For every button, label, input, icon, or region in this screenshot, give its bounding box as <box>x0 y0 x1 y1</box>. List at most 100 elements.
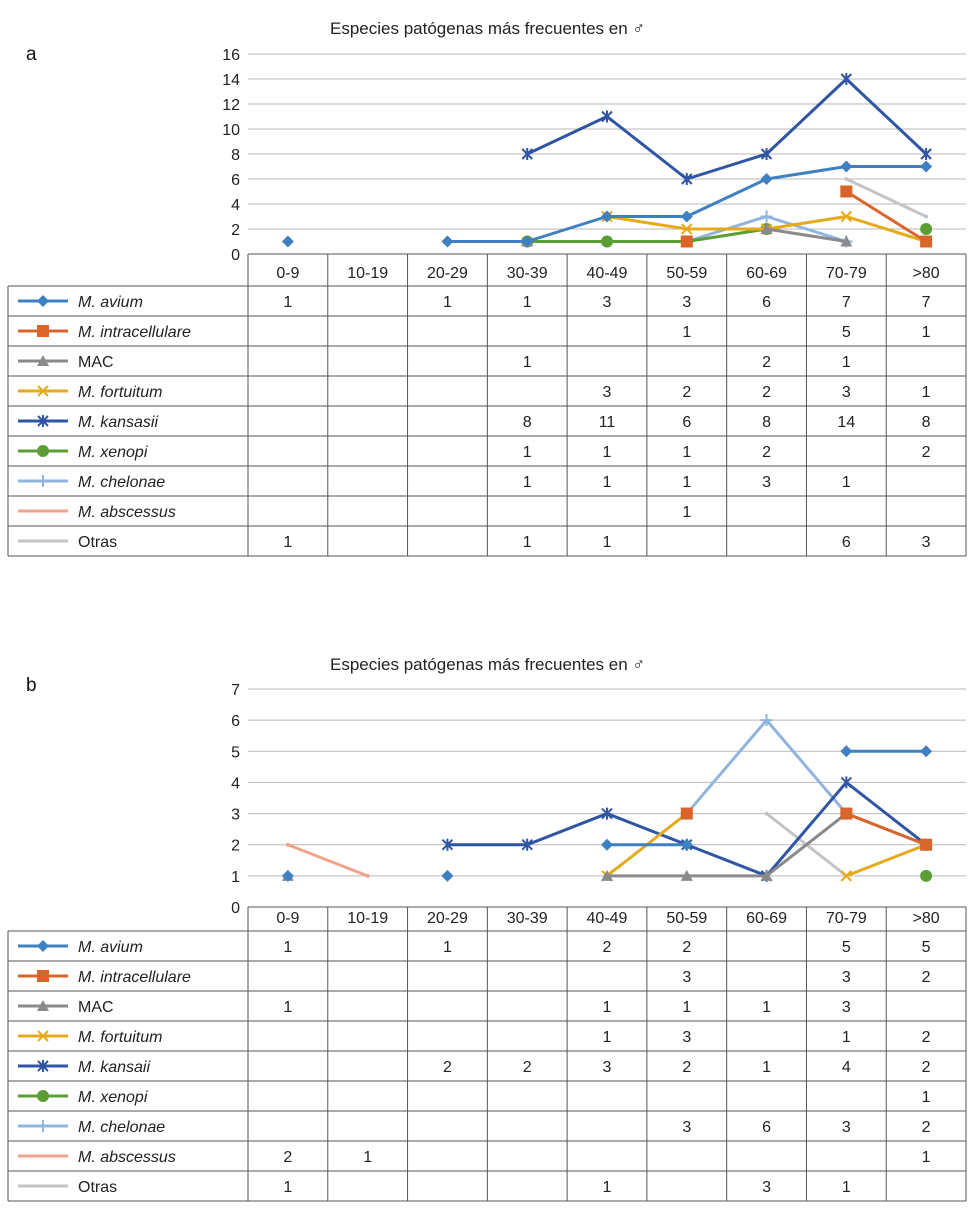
gridlines <box>248 53 966 255</box>
x-category-label: 0-9 <box>276 265 299 282</box>
data-point <box>521 235 534 248</box>
y-tick-label: 10 <box>222 122 240 139</box>
series-m-intracellulare <box>680 185 933 248</box>
series-line-segment <box>765 718 848 816</box>
table-value: 11 <box>599 414 616 431</box>
series-lines <box>281 714 933 882</box>
data-point <box>844 177 849 181</box>
table-value: 1 <box>523 534 532 551</box>
table-value: 1 <box>682 474 691 491</box>
legend-marker <box>37 385 49 397</box>
table-value: 1 <box>283 1179 292 1196</box>
data-point <box>840 210 853 223</box>
data-table: 0-9 10-19 20-29 30-39 40-49 50-59 60-69 70-79 >8… <box>7 253 967 557</box>
y-tick-label: 5 <box>231 744 240 761</box>
table-value: 8 <box>523 414 532 431</box>
table-value: 1 <box>842 1029 851 1046</box>
y-tick-label: 0 <box>231 900 240 917</box>
data-point <box>920 869 933 882</box>
table-value: 2 <box>922 1029 931 1046</box>
data-point <box>601 838 613 851</box>
legend-marker <box>37 1120 49 1132</box>
legend-entry: MAC <box>18 999 114 1016</box>
table-value: 2 <box>762 384 771 401</box>
legend-entry: M. intracellulare <box>18 969 191 986</box>
legend-marker <box>37 355 49 366</box>
table-value: 6 <box>842 534 851 551</box>
table-value: 2 <box>682 1059 691 1076</box>
series-line-segment <box>286 843 370 878</box>
series-line-segment <box>844 177 928 218</box>
data-point <box>680 210 693 223</box>
series-line-segment <box>765 215 848 243</box>
data-point <box>840 776 853 789</box>
table-value: 7 <box>842 294 851 311</box>
table-value: 5 <box>842 939 851 956</box>
legend-label: M. abscessus <box>78 1149 176 1166</box>
data-point <box>764 811 769 816</box>
series-line-segment <box>844 190 928 243</box>
legend-marker <box>37 970 49 982</box>
series-line-segment <box>525 115 609 156</box>
table-value: 1 <box>523 444 532 461</box>
table-value: 1 <box>523 354 532 371</box>
data-point <box>840 73 853 85</box>
series-line-segment <box>765 77 848 156</box>
table-value: 6 <box>762 294 771 311</box>
series-line-segment <box>685 227 769 243</box>
y-tick-label: 14 <box>222 72 240 89</box>
x-category-label: 40-49 <box>587 910 628 927</box>
table-value: 1 <box>283 294 292 311</box>
series-line-segment <box>765 227 848 243</box>
table-value: 1 <box>682 504 691 521</box>
table-value: 2 <box>922 1059 931 1076</box>
legend-label: M. kansaii <box>78 1059 150 1076</box>
table-value: 2 <box>283 1149 292 1166</box>
table-value: 2 <box>922 1119 931 1136</box>
table-value: 1 <box>682 444 691 461</box>
table-value: 1 <box>523 474 532 491</box>
table-value: 1 <box>283 999 292 1016</box>
x-category-label: 10-19 <box>347 265 388 282</box>
series-line-segment <box>765 780 848 878</box>
x-category-label: 60-69 <box>746 265 787 282</box>
legend-marker <box>37 325 49 337</box>
data-point <box>840 807 853 820</box>
data-point <box>441 235 454 248</box>
data-point <box>920 235 933 248</box>
legend-label: M. xenopi <box>78 444 148 461</box>
x-category-label: 10-19 <box>347 910 388 927</box>
data-point <box>760 223 773 234</box>
table-value: 1 <box>443 294 452 311</box>
table-value: 3 <box>762 474 771 491</box>
legend-entry: M. intracellulare <box>18 324 191 341</box>
table-value: 3 <box>762 1179 771 1196</box>
data-point <box>840 185 853 198</box>
y-axis: 0 2 4 6 8 10 12 14 16 <box>222 47 240 264</box>
series-lines <box>281 73 933 248</box>
legend-label: M. avium <box>78 294 143 311</box>
table-value: 1 <box>922 1149 931 1166</box>
legend-label: MAC <box>78 999 114 1016</box>
x-category-label: >80 <box>913 910 940 927</box>
table-value: 2 <box>922 969 931 986</box>
legend-entry: M. xenopi <box>18 1089 148 1106</box>
y-tick-label: 7 <box>231 682 240 699</box>
legend-entry: M. chelonae <box>18 1119 165 1136</box>
legend-label: M. kansasii <box>78 414 158 431</box>
x-category-label: 0-9 <box>276 910 299 927</box>
x-category-label: 70-79 <box>826 265 867 282</box>
series-m-xenopi <box>521 223 933 248</box>
data-point <box>601 869 613 881</box>
legend-label: M. intracellulare <box>78 969 191 986</box>
table-value: 3 <box>682 1119 691 1136</box>
x-category-label: >80 <box>913 265 940 282</box>
table-value: 1 <box>443 939 452 956</box>
y-tick-label: 12 <box>222 97 240 114</box>
table-value: 8 <box>762 414 771 431</box>
legend-entry: M. abscessus <box>18 1149 176 1166</box>
legend-label: M. abscessus <box>78 504 176 521</box>
legend-label: M. fortuitum <box>78 1029 162 1046</box>
series-line-segment <box>765 812 848 878</box>
legend-label: M. fortuitum <box>78 384 162 401</box>
